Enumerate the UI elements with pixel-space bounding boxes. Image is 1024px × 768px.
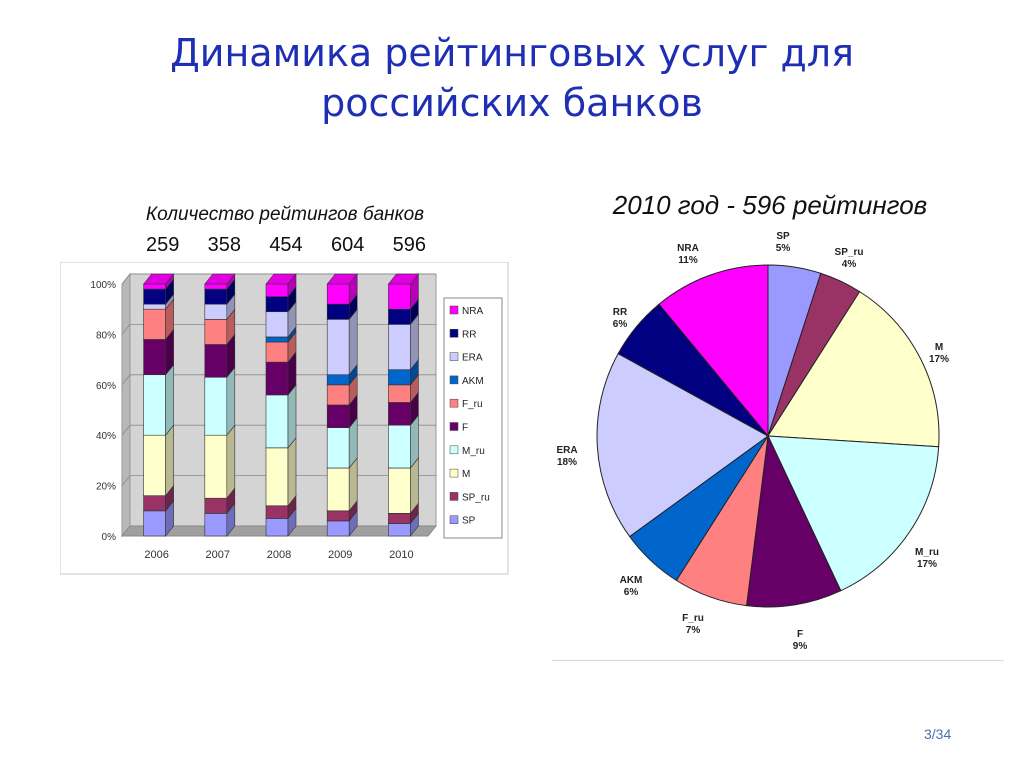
legend-item-M: M [449,468,470,480]
pie-label-pct-NRA: 11% [678,255,698,266]
pie-label-pct-ERA: 18% [557,457,577,468]
svg-text:M: M [462,469,470,480]
divider-line [552,660,1004,661]
plot-side-wall [121,272,131,538]
svg-text:SP: SP [462,516,476,527]
y-tick-label: 100% [90,280,116,291]
bar-segment-NRA-2008 [265,273,297,298]
svg-text:ERA: ERA [462,353,483,364]
pie-label-name-SP_ru: SP_ru [835,247,864,258]
legend-item-F_ru: F_ru [449,398,483,410]
pie-slice-ERA [596,352,769,538]
x-tick-label: 2007 [206,549,230,561]
gridline-side [121,273,131,285]
pie-label-pct-SP: 5% [776,243,791,254]
gridline-side [121,475,131,486]
bar-segment-NRA-2010 [387,273,420,311]
pie-label-pct-RR: 6% [613,319,628,330]
title-line-2: российских банков [321,81,703,125]
bar-legend: NRA RR ERA AKM F_ru F M_ru M SP_ru SP [443,297,503,539]
count-2010: 596 [392,234,426,256]
count-2007: 358 [207,234,242,256]
pie-slice-NRA [658,264,769,438]
pie-label-pct-M_ru: 17% [917,559,937,570]
legend-item-AKM: AKM [449,375,484,387]
legend-item-RR: RR [449,329,476,340]
pie-label-pct-SP_ru: 4% [842,259,857,270]
title-line-1: Динамика рейтинговых услуг для [170,31,854,75]
y-tick-label: 60% [96,381,116,392]
pie-label-name-NRA: NRA [677,243,699,254]
pie-chart-caption: 2010 год - 596 рейтингов [612,190,928,220]
y-tick-label: 0% [102,532,117,543]
bar-2010 [387,273,420,537]
pie-slice-M_ru [767,435,940,592]
pie-slice-F [746,434,842,608]
gridline-side [121,324,131,335]
pie-label-pct-M: 17% [929,354,949,365]
ratings-counts: 259 358 454 604 596 [146,234,426,257]
legend-item-SP_ru: SP_ru [449,492,490,503]
bar-2008 [265,273,297,537]
pie-label-pct-F: 9% [793,641,808,652]
x-tick-label: 2008 [267,549,291,561]
gridline-side [121,525,131,537]
bar-segment-M-2007 [204,424,236,500]
pie-label-pct-F_ru: 7% [686,625,701,636]
stacked-bar-chart: 0% 20% 40% 60% 80% 100% 2006 2007 2008 2009 2010 NR… [60,262,509,575]
count-2009: 604 [330,234,365,256]
svg-text:SP_ru: SP_ru [462,492,490,503]
legend-item-M_ru: M_ru [449,445,485,457]
svg-text:F: F [462,423,468,434]
svg-text:M_ru: M_ru [462,446,485,457]
legend-item-SP: SP [449,515,476,527]
gridline-side [121,424,131,436]
pie-slice-M [767,290,940,448]
count-2006: 259 [146,234,180,256]
x-tick-label: 2010 [389,549,413,561]
bar-chart-caption: Количество рейтингов банков [145,204,425,225]
pie-label-name-ERA: ERA [556,445,577,456]
legend-item-NRA: NRA [449,305,483,317]
svg-text:RR: RR [462,329,476,340]
pie-label-name-AKM: AKM [620,575,643,586]
pie-label-name-M_ru: M_ru [915,547,939,558]
bar-segment-NRA-2006 [142,273,175,290]
pie-label-name-F: F [797,629,803,640]
pie-label-name-RR: RR [613,307,628,318]
bar-segment-NRA-2009 [326,273,358,306]
bar-segment-NRA-2007 [204,273,236,290]
x-tick-label: 2009 [328,549,352,561]
y-tick-label: 20% [96,482,116,493]
svg-text:NRA: NRA [462,306,483,317]
bar-2006 [142,273,175,537]
bar-segment-M-2006 [142,424,175,497]
svg-text:F_ru: F_ru [462,399,483,410]
count-2008: 454 [269,234,303,256]
bar-2009 [326,273,358,537]
pie-label-name-F_ru: F_ru [682,613,704,624]
bar-segment-M_ru-2006 [142,363,175,437]
y-tick-label: 80% [96,330,116,341]
svg-text:AKM: AKM [462,376,484,387]
page-title: Динамика рейтинговых услуг для российски… [0,28,1024,128]
y-tick-label: 40% [96,431,116,442]
pie-label-pct-AKM: 6% [624,587,639,598]
gridline-side [121,374,131,386]
bar-2007 [204,273,236,537]
legend-item-ERA: ERA [449,352,483,364]
x-tick-label: 2006 [144,549,168,561]
pie-label-name-M: M [935,342,943,353]
pie-chart: SP5% SP_ru4%M17%M_ru17%F9%F_ru7%AKM6%ERA1… [556,231,949,652]
page-number: 3/34 [924,726,952,742]
pie-label-name-SP: SP [776,231,790,242]
legend-item-F: F [449,422,468,434]
